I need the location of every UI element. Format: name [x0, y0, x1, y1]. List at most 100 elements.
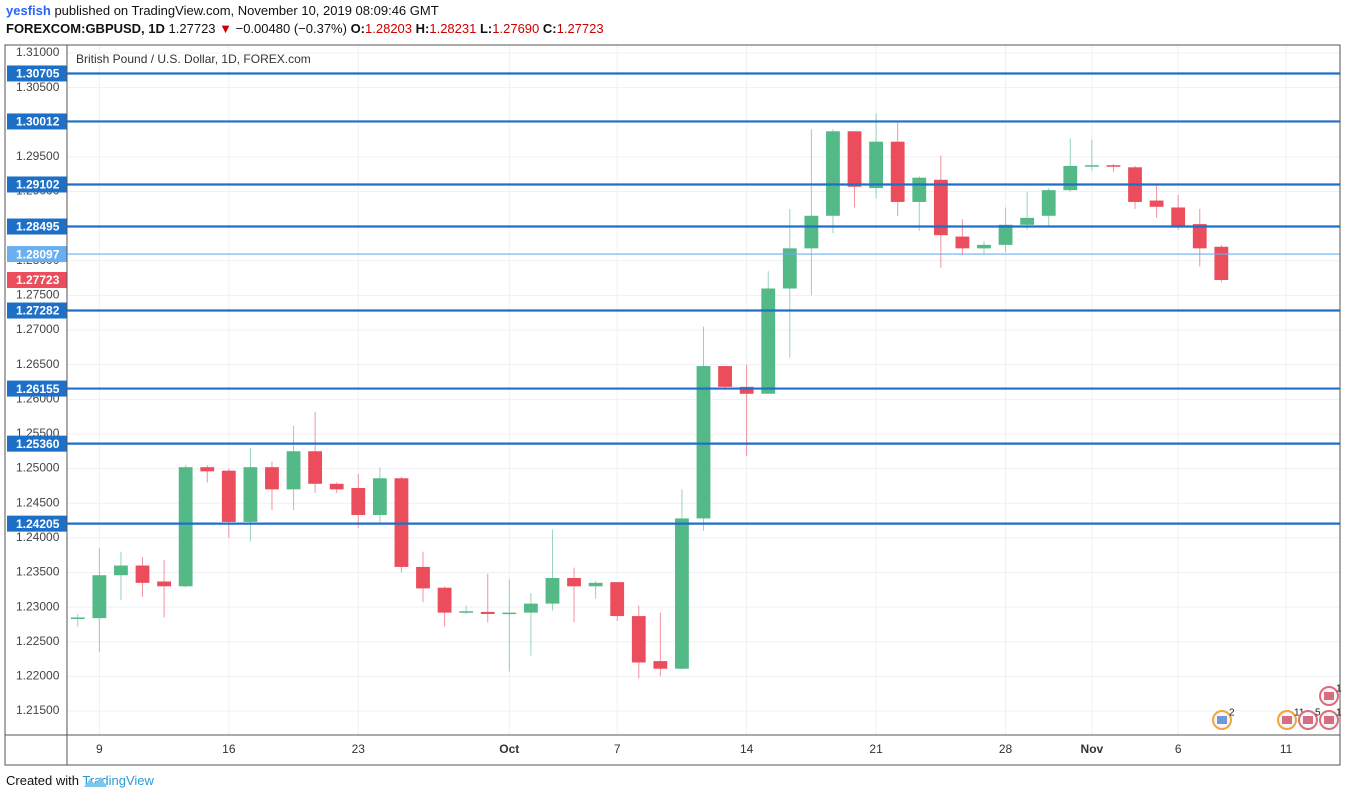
level-box: [7, 218, 67, 235]
candle-body: [523, 603, 538, 613]
candle-body: [480, 611, 495, 615]
event-flag-inner: [1282, 716, 1292, 724]
x-tick-label: 9: [96, 742, 103, 756]
candle-body: [761, 288, 776, 394]
candle-body: [178, 467, 193, 587]
x-tick-label: 16: [222, 742, 236, 756]
candle-body: [437, 587, 452, 613]
footer: Created with TradingView: [6, 773, 155, 788]
frame: [4, 44, 1341, 766]
event-count: 1: [1336, 684, 1342, 695]
candle-body: [200, 467, 215, 472]
x-tick-label: 21: [869, 742, 883, 756]
x-tick-label: Nov: [1081, 742, 1104, 756]
candle-body: [826, 131, 840, 216]
x-tick-label: Oct: [499, 742, 519, 756]
y-tick-label: 1.24000: [16, 530, 60, 544]
x-tick-label: 23: [352, 742, 366, 756]
y-tick-label: 1.29500: [16, 149, 60, 163]
price-axis: 1.310001.305001.300001.295001.290001.285…: [7, 45, 67, 717]
x-tick-label: 11: [1280, 742, 1293, 756]
candle-body: [1149, 200, 1164, 207]
y-tick-label: 1.21500: [16, 703, 60, 717]
published: published on TradingView.com, November 1…: [54, 3, 438, 18]
candle-body: [1020, 217, 1035, 225]
candle-body: [588, 582, 603, 587]
level-label: 1.28097: [16, 247, 60, 261]
y-tick-label: 1.27000: [16, 322, 60, 336]
candle-body: [157, 581, 171, 587]
ohlc-label: L:: [480, 21, 492, 36]
candle-body: [114, 565, 128, 576]
candle-body: [221, 470, 236, 522]
candle-body: [243, 467, 258, 522]
candle-body: [1214, 246, 1229, 280]
level-box: [7, 65, 67, 82]
candle-body: [631, 616, 646, 663]
y-tick-label: 1.22500: [16, 634, 60, 648]
event-flag-inner: [1324, 716, 1334, 724]
level-label: 1.25360: [16, 437, 60, 451]
ohlc-label: O:: [351, 21, 365, 36]
event-count: 11: [1294, 708, 1305, 719]
candle-body: [869, 141, 884, 189]
level-label: 1.28495: [16, 220, 60, 234]
ohlc-value: 1.28203: [365, 21, 412, 36]
level-box: [7, 515, 67, 532]
event-count: 1: [1336, 708, 1342, 719]
candle-body: [653, 661, 668, 669]
price-label: 1.27723: [16, 273, 60, 287]
price-box: [7, 271, 67, 288]
chart-title: British Pound / U.S. Dollar, 1D, FOREX.c…: [76, 52, 311, 66]
author: yesfish: [6, 3, 51, 18]
candle-body: [847, 131, 862, 187]
y-tick-label: 1.24500: [16, 495, 60, 509]
candle-body: [998, 224, 1013, 245]
y-tick-label: 1.23000: [16, 599, 60, 613]
y-tick-label: 1.30500: [16, 80, 60, 94]
candle-body: [1192, 224, 1207, 249]
candle-body: [567, 577, 581, 587]
candle-body: [286, 451, 301, 490]
plot: [67, 72, 1340, 679]
candle-body: [135, 565, 150, 583]
candle-body: [739, 386, 754, 394]
candle-body: [545, 577, 560, 604]
ohlc-label: C:: [543, 21, 557, 36]
level-label: 1.27282: [16, 304, 60, 318]
level-label: 1.30705: [16, 67, 60, 81]
event-count: 5: [1315, 708, 1321, 719]
candle-body: [610, 582, 625, 617]
ohlc-label: H:: [416, 21, 430, 36]
candle-body: [1106, 165, 1121, 167]
symbol-line: FOREXCOM:GBPUSD, 1D 1.27723 ▼ −0.00480 (…: [6, 21, 604, 36]
level-box: [7, 302, 67, 319]
candle-body: [351, 487, 366, 515]
candle-body: [372, 478, 387, 515]
event-flag-inner: [1217, 716, 1227, 724]
level-box: [7, 113, 67, 130]
candle-body: [92, 575, 107, 619]
y-tick-label: 1.22000: [16, 669, 60, 683]
candle-body: [1041, 190, 1056, 216]
level-box: [7, 246, 67, 263]
symbol: FOREXCOM:GBPUSD, 1D: [6, 21, 165, 36]
candle-body: [933, 179, 948, 236]
candle-body: [308, 451, 323, 484]
candle-body: [890, 141, 905, 202]
candle-body: [675, 518, 689, 669]
logo: [84, 777, 107, 787]
x-tick-label: 7: [614, 742, 621, 756]
candle-body: [1171, 207, 1186, 227]
y-tick-label: 1.27500: [16, 288, 60, 302]
candle-body: [955, 236, 970, 249]
publish-line: yesfish published on TradingView.com, No…: [6, 3, 439, 18]
event-count: 2: [1229, 708, 1235, 719]
level-label: 1.26155: [16, 382, 60, 396]
event-flag-inner: [1324, 692, 1334, 700]
event-flag-inner: [1303, 716, 1313, 724]
level-label: 1.24205: [16, 517, 60, 531]
candle-body: [1063, 165, 1078, 191]
